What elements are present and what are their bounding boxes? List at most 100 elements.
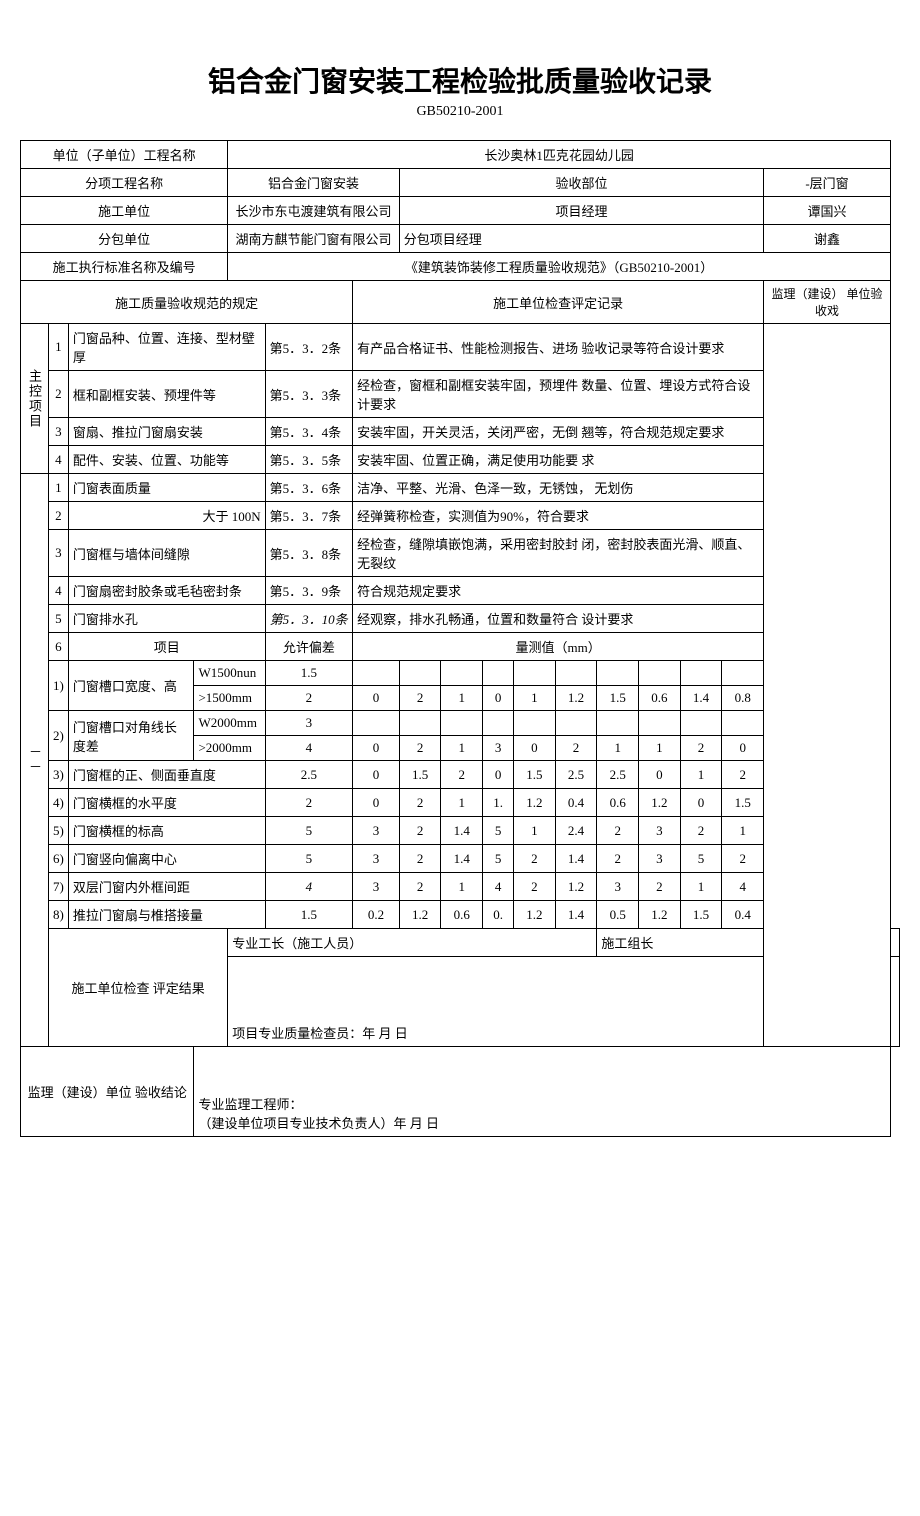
row-result: 安装牢固，开关灵活，关闭严密，无倒 翘等，符合规范规定要求 xyxy=(353,418,764,446)
m: 0.6 xyxy=(597,789,639,817)
m xyxy=(555,661,597,686)
m: 2 xyxy=(639,873,681,901)
main-table: 单位（子单位）工程名称 长沙奥林1匹克花园幼儿园 分项工程名称 铝合金门窗安装 … xyxy=(20,140,900,1137)
m: 1.2 xyxy=(555,873,597,901)
m xyxy=(483,711,514,736)
quality-checker: 项目专业质量检查员：年 月 日 xyxy=(228,957,900,1047)
m: 0 xyxy=(353,761,400,789)
check-record-header: 施工单位检查评定记录 xyxy=(353,281,764,324)
m: 3 xyxy=(639,845,681,873)
m: 1. xyxy=(483,789,514,817)
row-name: 门窗横框的水平度 xyxy=(68,789,265,817)
m xyxy=(639,711,681,736)
m xyxy=(399,711,441,736)
header-row: 施工执行标准名称及编号 《建筑装饰装修工程质量验收规范》（GB50210-200… xyxy=(21,253,900,281)
m: 0 xyxy=(680,789,722,817)
exec-standard-label: 施工执行标准名称及编号 xyxy=(21,253,228,281)
m xyxy=(639,661,681,686)
m: 0 xyxy=(514,736,556,761)
m xyxy=(722,711,764,736)
m: 1 xyxy=(639,736,681,761)
m: 1.5 xyxy=(597,686,639,711)
m: 1.5 xyxy=(680,901,722,929)
m: 0. xyxy=(483,901,514,929)
m: 0 xyxy=(353,789,400,817)
sub-pm-label: 分包项目经理 xyxy=(399,225,763,253)
m: 2 xyxy=(399,817,441,845)
row-result: 经观察，排水孔畅通，位置和数量符合 设计要求 xyxy=(353,605,764,633)
m: 0 xyxy=(353,736,400,761)
m: 1 xyxy=(680,761,722,789)
m: 5 xyxy=(483,817,514,845)
m: 2.5 xyxy=(597,761,639,789)
sub-pm-value: 谢鑫 xyxy=(764,225,891,253)
row-result: 经检查，缝隙填嵌饱满，采用密封胶封 闭，密封胶表面光滑、顺直、无裂纹 xyxy=(353,530,764,577)
sub-project-label: 分项工程名称 xyxy=(21,169,228,197)
row-clause: 第5．3．9条 xyxy=(265,577,353,605)
pm-label: 项目经理 xyxy=(399,197,763,225)
team-leader-label: 施工组长 xyxy=(597,929,891,957)
supervisor-engineer: 专业监理工程师： （建设单位项目专业技术负责人）年 月 日 xyxy=(194,1047,890,1137)
row-result: 符合规范规定要求 xyxy=(353,577,764,605)
tol: 2 xyxy=(265,789,353,817)
m: 2 xyxy=(514,873,556,901)
m: 1 xyxy=(597,736,639,761)
sup-line1: 专业监理工程师： xyxy=(198,1094,885,1113)
row-no: 1 xyxy=(49,474,69,502)
tol: 1.5 xyxy=(265,661,353,686)
m: 2 xyxy=(722,761,764,789)
m: 1.4 xyxy=(441,845,483,873)
row-name: 门窗表面质量 xyxy=(68,474,265,502)
row-no: 2) xyxy=(49,711,69,761)
master-label: 主控项目 xyxy=(21,324,49,474)
m: 1.2 xyxy=(555,686,597,711)
row-name: 门窗框的正、侧面垂直度 xyxy=(68,761,265,789)
tol: 2.5 xyxy=(265,761,353,789)
m: 5 xyxy=(680,845,722,873)
m: 0.8 xyxy=(722,686,764,711)
row-name: 框和副框安装、预埋件等 xyxy=(68,371,265,418)
pm-value: 谭国兴 xyxy=(764,197,891,225)
row-no: 5) xyxy=(49,817,69,845)
unit-project-label: 单位（子单位）工程名称 xyxy=(21,141,228,169)
inspect-part-label: 验收部位 xyxy=(399,169,763,197)
construct-unit-label: 施工单位 xyxy=(21,197,228,225)
row-no: 6) xyxy=(49,845,69,873)
tol: 5 xyxy=(265,845,353,873)
header-row: 分项工程名称 铝合金门窗安装 验收部位 -层门窗 xyxy=(21,169,900,197)
row-result: 有产品合格证书、性能检测报告、进场 验收记录等符合设计要求 xyxy=(353,324,764,371)
row-no: 8) xyxy=(49,901,69,929)
m xyxy=(441,661,483,686)
sup-line2: （建设单位项目专业技术负责人）年 月 日 xyxy=(198,1113,885,1132)
row-clause: 第5．3．10条 xyxy=(265,605,353,633)
section-header-row: 施工质量验收规范的规定 施工单位检查评定记录 监理（建设） 单位验收戏 xyxy=(21,281,900,324)
m: 0.2 xyxy=(353,901,400,929)
m xyxy=(441,711,483,736)
m xyxy=(483,661,514,686)
m: 1.5 xyxy=(514,761,556,789)
m: 2 xyxy=(722,845,764,873)
m: 2 xyxy=(597,845,639,873)
row-name: 大于 100N xyxy=(68,502,265,530)
row-clause: 第5．3．3条 xyxy=(265,371,353,418)
m: 2 xyxy=(514,845,556,873)
m xyxy=(597,711,639,736)
row-name: 门窗排水孔 xyxy=(68,605,265,633)
footer-row: 施工单位检查 评定结果 专业工长（施工人员） 施工组长 xyxy=(21,929,900,957)
m: 1 xyxy=(514,686,556,711)
row-clause: 第5．3．4条 xyxy=(265,418,353,446)
m: 1.4 xyxy=(680,686,722,711)
m: 3 xyxy=(597,873,639,901)
m: 2 xyxy=(399,873,441,901)
m: 0 xyxy=(353,686,400,711)
m: 0 xyxy=(639,761,681,789)
m: 0.6 xyxy=(639,686,681,711)
row-no: 3 xyxy=(49,418,69,446)
m xyxy=(680,711,722,736)
m: 3 xyxy=(353,873,400,901)
tol: 3 xyxy=(265,711,353,736)
subcontract-label: 分包单位 xyxy=(21,225,228,253)
row-name: 门窗品种、位置、连接、型材壁厚 xyxy=(68,324,265,371)
row-clause: 第5．3．8条 xyxy=(265,530,353,577)
m: 0.4 xyxy=(722,901,764,929)
